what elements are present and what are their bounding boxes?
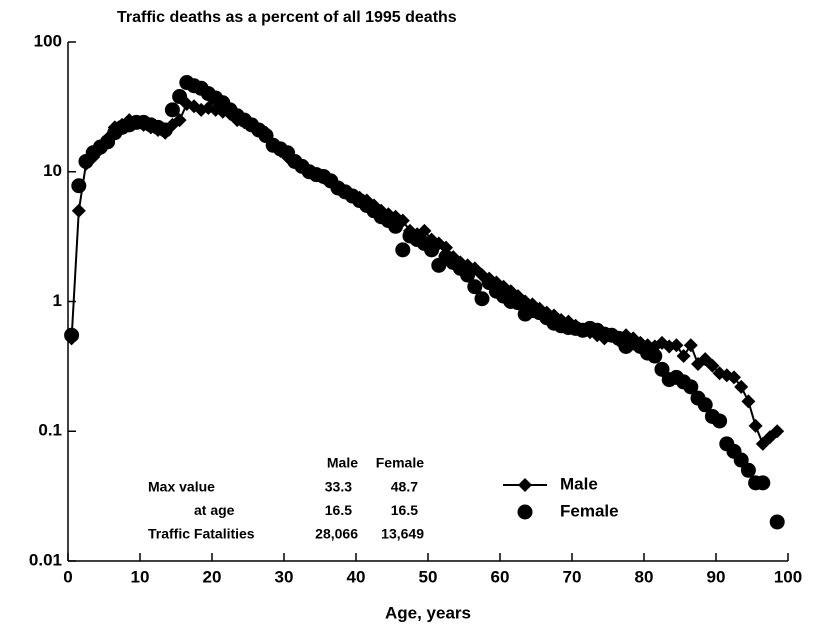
data-point [510,295,526,311]
data-point [769,514,785,530]
chart-title: Traffic deaths as a percent of all 1995 … [117,9,457,26]
y-tick-label: 0.01 [29,550,62,569]
data-point [71,203,86,218]
data-point [474,291,490,307]
y-tick-label: 10 [43,161,62,180]
data-point [172,113,187,128]
table-cell: 16.5 [325,502,352,518]
data-point [71,178,87,194]
data-point [395,242,411,258]
table-row-label: Max value [148,479,215,495]
data-point [467,279,483,295]
x-tick-label: 90 [707,567,726,586]
y-tick-label: 100 [34,31,62,50]
series-line [70,102,778,446]
table-cell: 48.7 [391,479,418,495]
data-point [712,413,728,429]
x-tick-label: 30 [275,567,294,586]
data-point [669,338,684,353]
data-point [755,475,771,491]
y-tick-label: 0.1 [38,421,62,440]
data-point [64,327,80,343]
data-point [647,348,663,364]
legend-marker [518,478,532,492]
data-point [748,418,763,433]
data-point [741,394,756,409]
data-point [164,102,180,118]
x-tick-label: 100 [774,567,802,586]
x-axis-label: Age, years [385,603,471,622]
data-point [734,379,749,394]
table-row-label: Traffic Fatalities [148,526,255,542]
y-tick-label: 1 [53,291,62,310]
data-point [727,370,741,385]
table-cell: 13,649 [381,526,424,542]
x-tick-label: 70 [563,567,582,586]
data-point [697,397,713,413]
x-tick-label: 60 [491,567,510,586]
data-point [740,462,756,478]
table-header: Female [376,455,424,471]
x-tick-label: 20 [203,567,222,586]
data-point [683,379,699,395]
data-point [460,267,476,283]
data-point [157,122,173,138]
table-header: Male [327,455,358,471]
table-cell: 28,066 [315,526,358,542]
legend-label: Male [560,474,598,493]
x-tick-label: 40 [347,567,366,586]
table-row-label: at age [194,502,235,518]
table-cell: 33.3 [325,479,352,495]
x-tick-label: 0 [63,567,72,586]
data-point [683,338,698,353]
legend-label: Female [560,501,619,520]
data-point [424,242,440,258]
x-tick-label: 10 [131,567,150,586]
x-tick-label: 50 [419,567,438,586]
data-point [172,89,188,105]
data-point [388,218,404,234]
data-point [770,424,785,439]
data-point [676,349,691,364]
data-point [705,358,720,373]
x-tick-label: 80 [635,567,654,586]
table-cell: 16.5 [391,502,418,518]
legend-marker [517,504,533,520]
